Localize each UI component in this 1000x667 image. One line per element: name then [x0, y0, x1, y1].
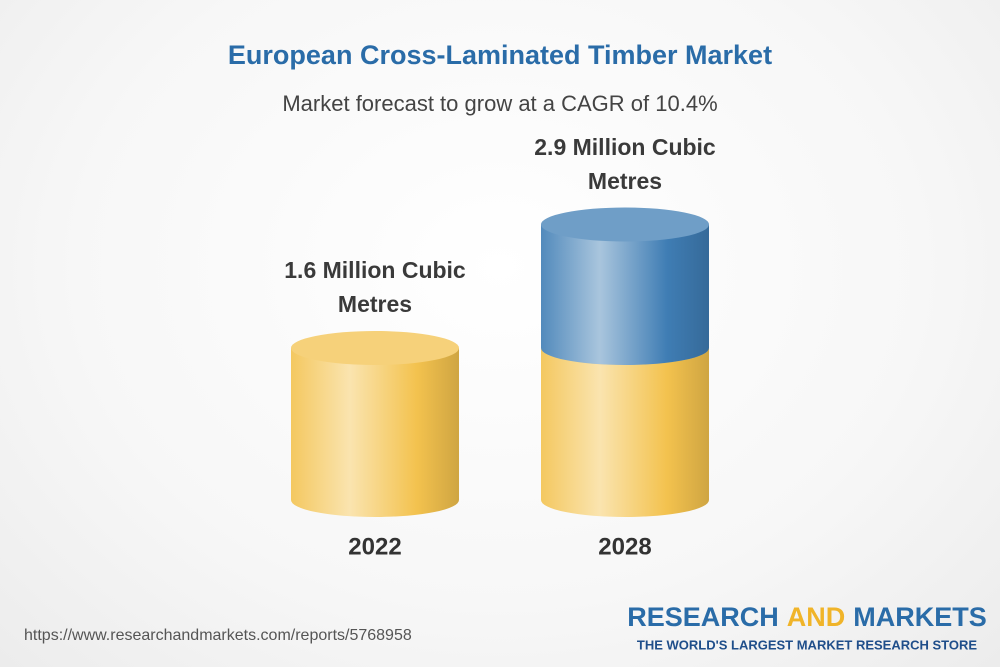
brand-word: MARKETS [853, 602, 987, 632]
value-label: 2.9 Million Cubic Metres [534, 133, 716, 194]
cylinder-body [541, 224, 709, 365]
cylinder-top [541, 207, 709, 242]
cylinder-body [541, 348, 709, 517]
value-label: 1.6 Million Cubic Metres [284, 257, 466, 317]
cylinder-body [291, 348, 459, 517]
brand-word: AND [787, 602, 846, 632]
brand-logo: RESEARCH AND MARKETS [627, 602, 987, 632]
cylinder-top [291, 331, 459, 365]
chart-title: European Cross-Laminated Timber Market [228, 40, 772, 70]
source-url: https://www.researchandmarkets.com/repor… [24, 627, 412, 644]
brand-word: RESEARCH [627, 602, 779, 632]
brand-tagline: THE WORLD'S LARGEST MARKET RESEARCH STOR… [637, 637, 977, 652]
x-tick-label: 2028 [598, 533, 651, 560]
x-tick-label: 2022 [348, 533, 401, 560]
chart-subtitle: Market forecast to grow at a CAGR of 10.… [282, 91, 717, 116]
